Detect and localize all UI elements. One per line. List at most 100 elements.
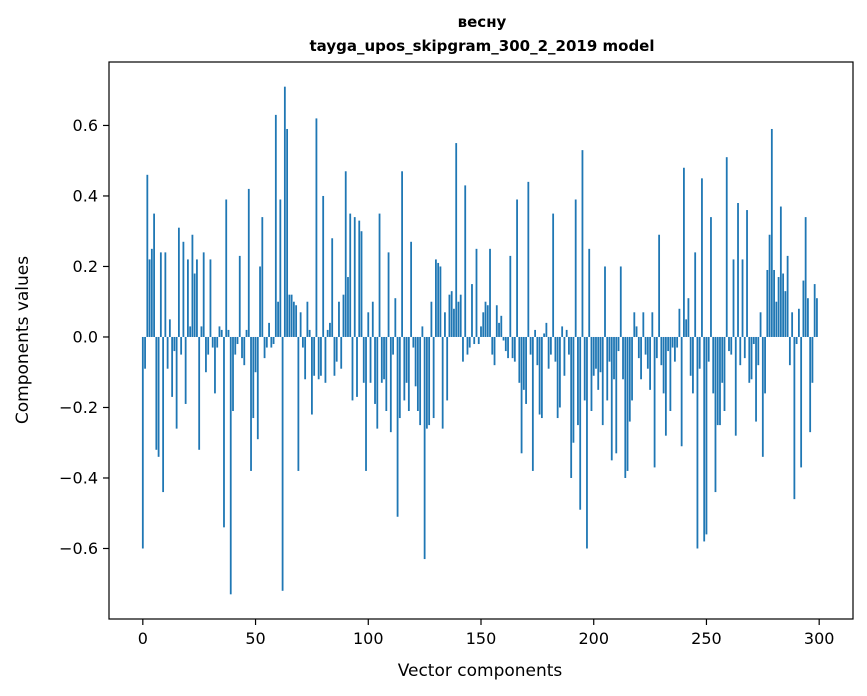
- bar-159: [500, 315, 503, 337]
- bar-283: [779, 206, 782, 337]
- x-tick-label-50: 50: [245, 629, 265, 648]
- bar-15: [175, 336, 178, 429]
- bar-295: [807, 298, 809, 337]
- bar-256: [719, 336, 721, 426]
- bar-198: [588, 248, 591, 337]
- bar-293: [802, 280, 805, 337]
- bar-157: [495, 305, 498, 337]
- bar-74: [308, 329, 311, 337]
- bar-42: [236, 336, 239, 345]
- bar-0: [141, 336, 144, 549]
- bar-292: [800, 336, 803, 468]
- bar-89: [342, 294, 345, 337]
- bar-98: [362, 336, 365, 383]
- bar-90: [344, 171, 347, 337]
- bar-261: [730, 336, 733, 355]
- bar-298: [813, 284, 816, 337]
- bar-32: [214, 336, 216, 394]
- bar-63: [283, 86, 286, 337]
- bar-8: [159, 252, 162, 337]
- bar-231: [662, 336, 665, 394]
- bar-180: [547, 336, 550, 369]
- bar-128: [430, 301, 433, 337]
- bar-215: [626, 336, 629, 471]
- bar-87: [338, 301, 340, 337]
- y-tick-label-0: −0.6: [59, 539, 98, 558]
- bar-217: [631, 336, 633, 401]
- bar-239: [680, 336, 683, 447]
- bar-43: [238, 255, 241, 337]
- bar-147: [473, 336, 476, 345]
- bar-194: [579, 336, 582, 510]
- bar-121: [414, 336, 417, 387]
- bar-40: [232, 336, 234, 411]
- bar-245: [694, 252, 697, 337]
- bar-248: [701, 178, 703, 337]
- bar-126: [425, 336, 428, 429]
- bar-271: [752, 336, 755, 345]
- bar-88: [340, 336, 343, 369]
- bar-294: [804, 217, 807, 337]
- bar-268: [746, 210, 748, 337]
- bar-110: [389, 336, 392, 433]
- bar-229: [658, 234, 661, 337]
- bar-214: [624, 336, 627, 478]
- bar-17: [180, 336, 183, 355]
- bar-25: [198, 336, 201, 450]
- bar-26: [200, 326, 203, 337]
- bar-65: [288, 294, 291, 337]
- bar-127: [428, 336, 431, 426]
- bar-54: [263, 336, 266, 359]
- y-tick-label-6: 0.6: [73, 116, 98, 135]
- bar-35: [220, 329, 223, 337]
- bar-13: [171, 336, 174, 397]
- bar-287: [788, 336, 791, 366]
- bar-132: [439, 266, 442, 337]
- bar-285: [784, 291, 787, 337]
- bar-144: [466, 336, 469, 355]
- bar-233: [667, 336, 670, 352]
- bar-152: [484, 301, 487, 337]
- bar-119: [410, 241, 413, 337]
- bar-22: [191, 234, 194, 337]
- bar-284: [782, 273, 785, 337]
- bar-41: [234, 336, 237, 355]
- bar-122: [416, 336, 419, 411]
- bar-223: [644, 336, 647, 355]
- bar-20: [187, 259, 189, 337]
- bar-197: [586, 336, 588, 549]
- bar-131: [437, 262, 440, 337]
- bar-137: [450, 291, 453, 337]
- bar-243: [689, 336, 692, 376]
- bar-297: [811, 336, 814, 383]
- bar-138: [453, 308, 455, 337]
- bar-280: [773, 269, 775, 337]
- bar-146: [471, 284, 473, 337]
- bar-27: [202, 252, 205, 337]
- bar-136: [448, 294, 451, 337]
- bar-96: [358, 220, 361, 337]
- bar-95: [356, 336, 358, 397]
- x-tick-label-200: 200: [578, 629, 609, 648]
- bar-164: [511, 336, 514, 359]
- bar-279: [770, 128, 773, 337]
- bar-30: [209, 259, 212, 337]
- bar-7: [157, 336, 160, 457]
- bar-153: [486, 305, 489, 337]
- bar-97: [360, 231, 363, 337]
- bar-2: [146, 174, 149, 337]
- bar-276: [764, 336, 766, 394]
- bar-92: [349, 213, 352, 337]
- bar-105: [378, 213, 381, 337]
- x-tick-label-150: 150: [466, 629, 497, 648]
- bar-235: [671, 336, 674, 348]
- bar-202: [597, 336, 600, 390]
- bar-181: [549, 336, 552, 355]
- bar-53: [261, 217, 264, 337]
- bar-188: [565, 329, 568, 337]
- bar-241: [685, 319, 688, 337]
- bar-212: [619, 266, 622, 337]
- bar-234: [669, 336, 672, 411]
- bar-155: [491, 336, 494, 355]
- bar-190: [570, 336, 573, 478]
